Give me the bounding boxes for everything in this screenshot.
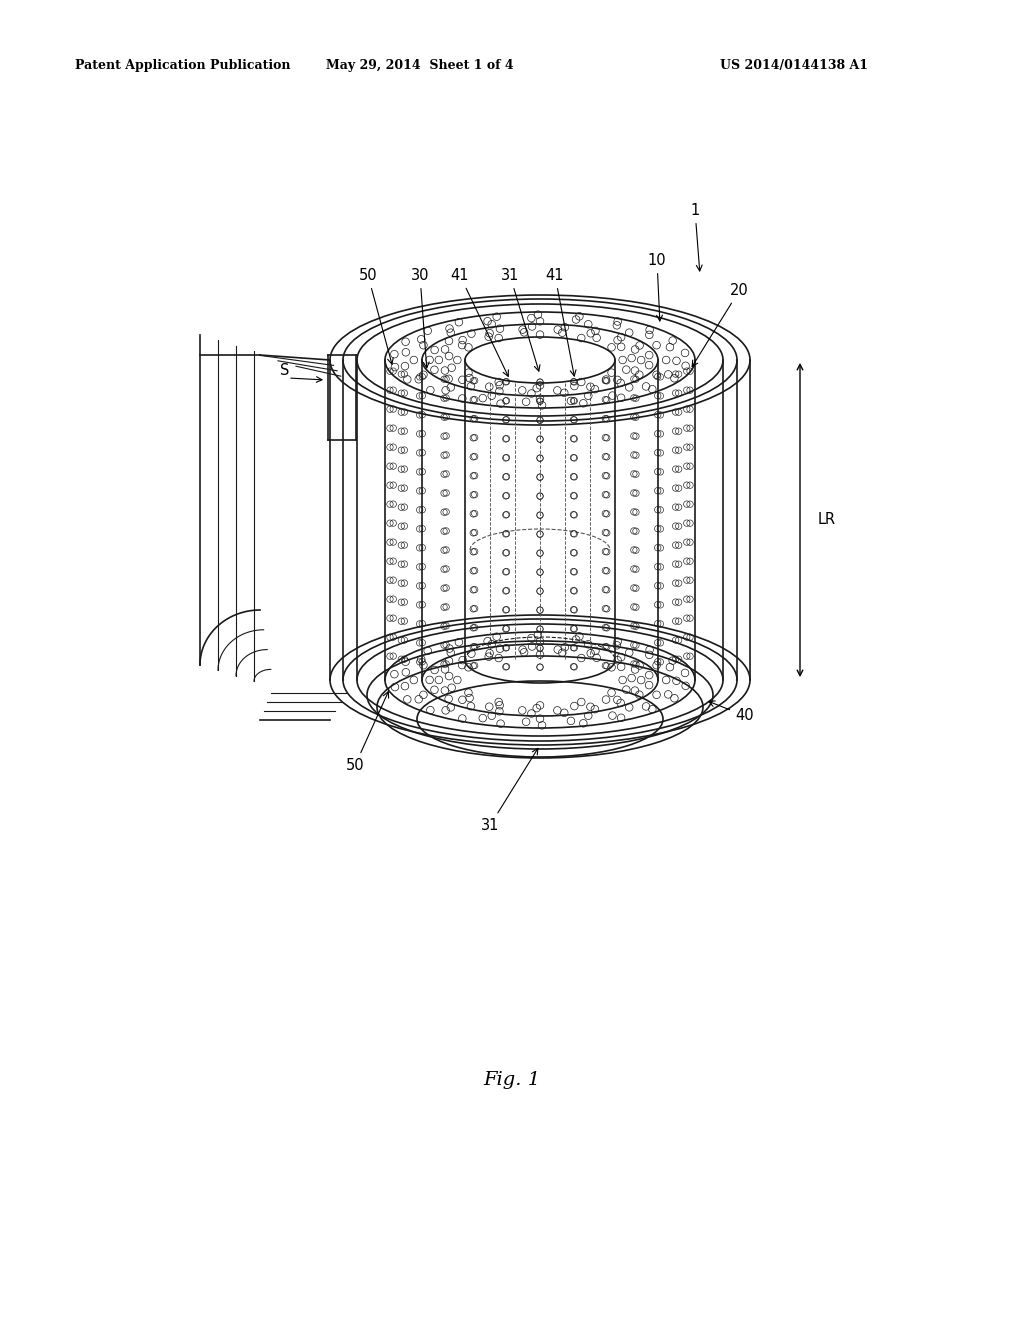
Text: 20: 20 [692, 282, 749, 367]
Text: Patent Application Publication: Patent Application Publication [75, 58, 291, 71]
Text: 30: 30 [411, 268, 429, 368]
Text: 10: 10 [648, 253, 667, 321]
Text: 1: 1 [690, 203, 702, 271]
Text: LR: LR [818, 512, 837, 528]
Text: 41: 41 [546, 268, 577, 376]
Text: 50: 50 [346, 692, 388, 774]
Text: 31: 31 [481, 748, 538, 833]
Text: May 29, 2014  Sheet 1 of 4: May 29, 2014 Sheet 1 of 4 [327, 58, 514, 71]
Text: S: S [280, 363, 290, 378]
Text: US 2014/0144138 A1: US 2014/0144138 A1 [720, 58, 868, 71]
Text: 41: 41 [451, 268, 508, 376]
Text: 31: 31 [501, 268, 540, 371]
Text: 40: 40 [709, 701, 754, 723]
Text: Fig. 1: Fig. 1 [483, 1071, 541, 1089]
Text: 50: 50 [358, 268, 393, 364]
